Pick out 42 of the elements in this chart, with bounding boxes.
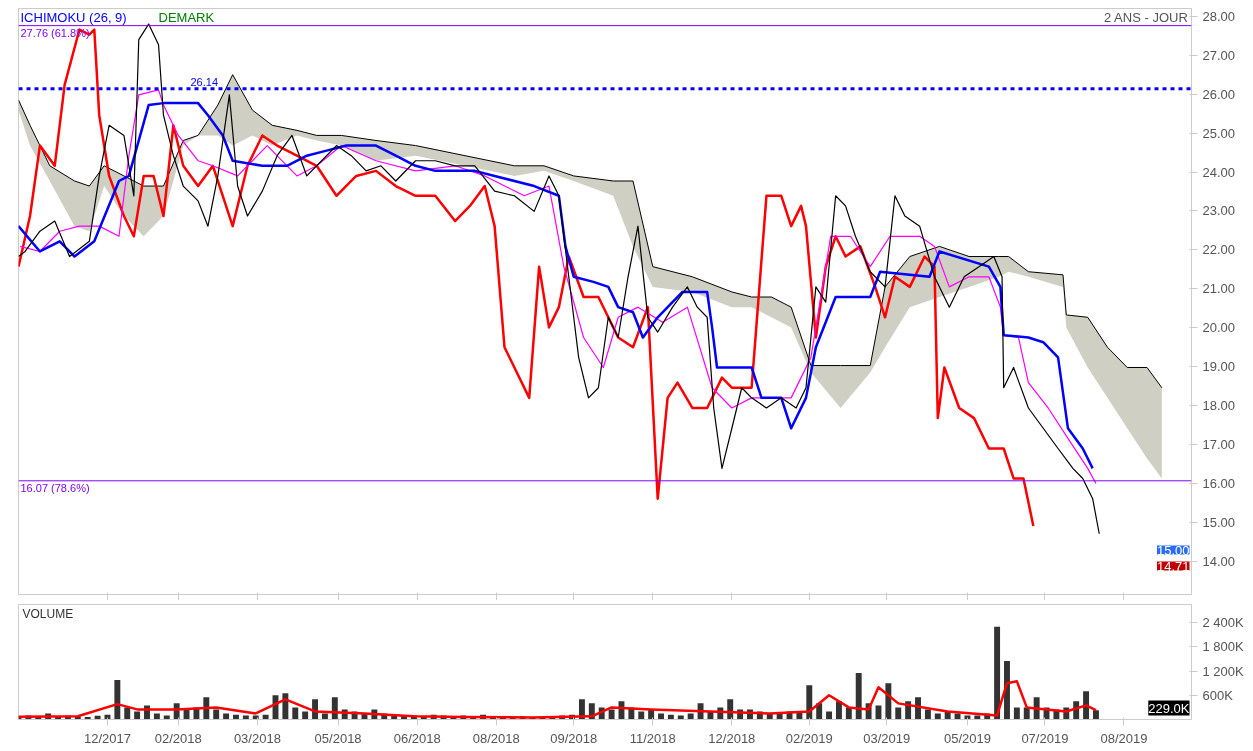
x-tick-label: 05/2018	[314, 730, 362, 746]
x-tick-label: 09/2018	[550, 730, 598, 746]
y-tick-label: 14.00	[1202, 553, 1236, 569]
x-tick-label: 02/2018	[154, 730, 202, 746]
annotation: 15.00	[1156, 542, 1190, 558]
x-tick-label: 08/2018	[472, 730, 520, 746]
annotation: 2 ANS - JOUR	[1103, 9, 1188, 25]
x-tick-label: 07/2019	[1021, 730, 1069, 746]
y-tick-label: 19.00	[1202, 359, 1236, 375]
y-tick-label: 2 400K	[1202, 615, 1245, 631]
y-tick-label: 1 800K	[1202, 639, 1245, 655]
y-tick-label: 25.00	[1202, 125, 1236, 141]
ref-line-label: 26.14	[190, 75, 219, 88]
y-tick-label: 23.00	[1202, 203, 1236, 219]
y-tick-label: 1 200K	[1202, 663, 1245, 679]
x-tick-label: 06/2018	[393, 730, 441, 746]
annotation: ICHIMOKU (26, 9)	[20, 9, 127, 25]
y-tick-label: 15.00	[1202, 514, 1236, 530]
annotation: 229.0K	[1148, 700, 1190, 716]
x-tick-label: 11/2018	[629, 730, 676, 746]
y-tick-label: 22.00	[1202, 242, 1236, 258]
y-tick-label: 21.00	[1202, 281, 1236, 297]
x-tick-label: 05/2019	[943, 730, 991, 746]
x-tick-label: 12/2018	[708, 730, 756, 746]
x-tick-label: 03/2018	[233, 730, 281, 746]
x-tick-label: 12/2017	[83, 730, 131, 746]
annotation: 14.71	[1156, 558, 1190, 574]
y-tick-label: 27.00	[1202, 47, 1236, 63]
y-tick-label: 17.00	[1202, 437, 1236, 453]
y-tick-label: 20.00	[1202, 320, 1236, 336]
x-tick-label: 03/2019	[863, 730, 911, 746]
x-tick-label: 02/2019	[785, 730, 833, 746]
y-tick-label: 26.00	[1202, 86, 1236, 102]
y-tick-label: 18.00	[1202, 398, 1236, 414]
y-tick-label: 24.00	[1202, 164, 1236, 180]
y-tick-label: 16.00	[1202, 476, 1236, 492]
ref-line-label: 16.07 (78.6%)	[20, 481, 90, 494]
annotation: DEMARK	[158, 9, 215, 25]
x-tick-label: 08/2019	[1100, 730, 1148, 746]
annotation: VOLUME	[22, 606, 74, 621]
y-tick-label: 600K	[1202, 687, 1234, 703]
y-tick-label: 28.00	[1202, 8, 1236, 24]
